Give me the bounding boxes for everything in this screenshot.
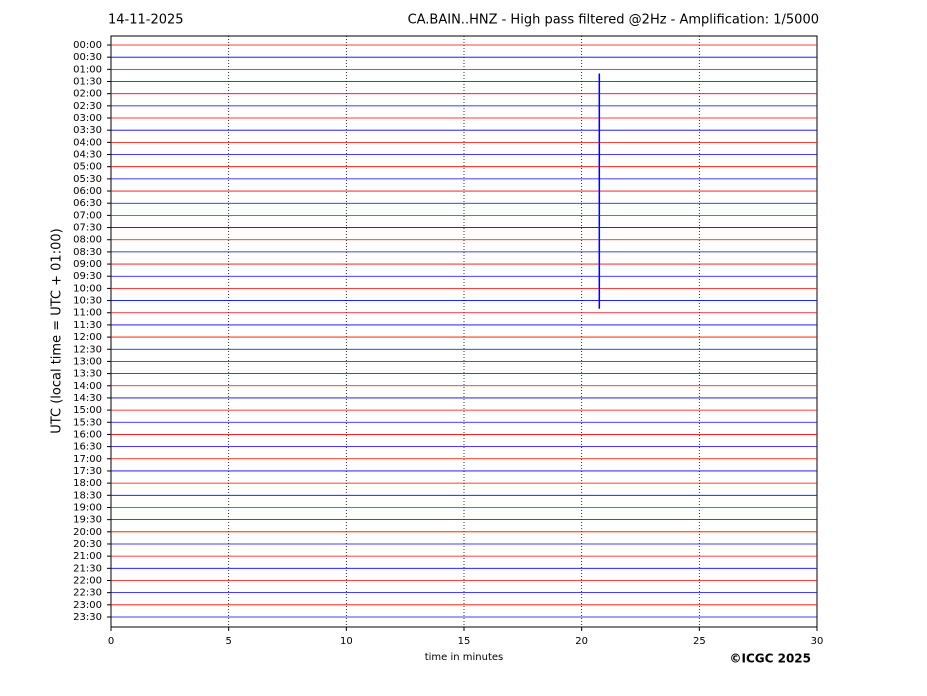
y-tick-label: 04:30 — [73, 150, 102, 161]
y-tick-label: 11:00 — [73, 308, 102, 319]
y-tick-label: 14:00 — [73, 381, 102, 392]
y-tick-label: 23:00 — [73, 600, 102, 611]
chart-title: CA.BAIN..HNZ - High pass filtered @2Hz -… — [408, 13, 819, 28]
y-tick-label: 12:30 — [73, 344, 102, 355]
y-tick-label: 15:00 — [73, 405, 102, 416]
y-tick-label: 18:00 — [73, 478, 102, 489]
y-tick-label: 18:30 — [73, 490, 102, 501]
y-tick-label: 19:00 — [73, 502, 102, 513]
y-tick-label: 20:00 — [73, 527, 102, 538]
y-tick-label: 06:30 — [73, 198, 102, 209]
y-axis-label: UTC (local time = UTC + 01:00) — [50, 228, 65, 433]
x-tick-label: 20 — [575, 636, 588, 647]
y-tick-label: 20:30 — [73, 539, 102, 550]
date-title: 14-11-2025 — [108, 13, 184, 28]
y-tick-label: 04:00 — [73, 137, 102, 148]
x-tick-label: 10 — [340, 636, 353, 647]
y-tick-label: 15:30 — [73, 417, 102, 428]
y-tick-label: 09:00 — [73, 259, 102, 270]
y-tick-label: 09:30 — [73, 271, 102, 282]
plot-frame — [110, 35, 818, 628]
y-tick-label: 02:30 — [73, 101, 102, 112]
y-tick-label: 00:00 — [73, 40, 102, 51]
x-tick-label: 0 — [108, 636, 114, 647]
y-tick-label: 14:30 — [73, 393, 102, 404]
x-axis-label: time in minutes — [425, 652, 504, 663]
y-tick-label: 03:00 — [73, 113, 102, 124]
y-tick-label: 22:30 — [73, 588, 102, 599]
x-tick-label: 30 — [811, 636, 824, 647]
y-tick-label: 03:30 — [73, 125, 102, 136]
y-tick-label: 10:00 — [73, 283, 102, 294]
y-tick-label: 01:30 — [73, 77, 102, 88]
y-tick-label: 08:00 — [73, 235, 102, 246]
y-tick-label: 19:30 — [73, 515, 102, 526]
y-tick-label: 11:30 — [73, 320, 102, 331]
y-tick-label: 12:00 — [73, 332, 102, 343]
y-tick-label: 05:00 — [73, 162, 102, 173]
y-tick-label: 10:30 — [73, 296, 102, 307]
y-tick-label: 17:00 — [73, 454, 102, 465]
y-tick-label: 21:30 — [73, 563, 102, 574]
x-tick-label: 15 — [458, 636, 471, 647]
y-tick-label: 13:00 — [73, 356, 102, 367]
y-tick-label: 06:00 — [73, 186, 102, 197]
y-tick-label: 17:30 — [73, 466, 102, 477]
y-tick-label: 22:00 — [73, 575, 102, 586]
x-tick-label: 25 — [693, 636, 706, 647]
credit: ©ICGC 2025 — [729, 652, 811, 666]
y-tick-label: 05:30 — [73, 174, 102, 185]
y-tick-label: 13:30 — [73, 369, 102, 380]
x-tick-label: 5 — [225, 636, 231, 647]
y-tick-label: 16:00 — [73, 429, 102, 440]
y-tick-label: 07:30 — [73, 223, 102, 234]
y-tick-label: 07:00 — [73, 210, 102, 221]
y-tick-label: 00:30 — [73, 52, 102, 63]
y-tick-label: 16:30 — [73, 442, 102, 453]
y-tick-label: 08:30 — [73, 247, 102, 258]
y-tick-label: 02:00 — [73, 89, 102, 100]
y-tick-label: 23:30 — [73, 612, 102, 623]
y-tick-label: 21:00 — [73, 551, 102, 562]
y-tick-label: 01:00 — [73, 64, 102, 75]
